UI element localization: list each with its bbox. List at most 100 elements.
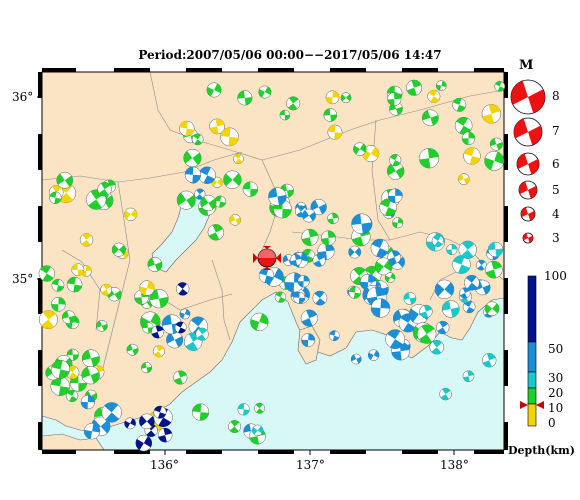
- focal-mechanism-110: [176, 190, 196, 210]
- focal-mechanism-103: [461, 131, 476, 146]
- focal-mechanism-99: [353, 142, 367, 156]
- focal-mechanism-102: [452, 97, 467, 112]
- depth-tick-50: 50: [548, 342, 564, 356]
- focal-mechanism-95: [406, 79, 423, 96]
- focal-mechanism-34: [139, 280, 155, 296]
- focal-mechanism-212: [254, 402, 266, 414]
- focal-mechanism-145: [258, 267, 275, 284]
- focal-mechanism-0: [96, 319, 108, 332]
- focal-mechanism-12: [147, 257, 163, 272]
- focal-mechanism-45: [66, 276, 83, 293]
- focal-mechanism-190: [484, 301, 500, 316]
- focal-mechanism-78: [229, 214, 242, 226]
- magnitude-label-5: 5: [552, 183, 560, 197]
- focal-mechanism-91: [340, 92, 352, 104]
- focal-mechanism-56: [124, 417, 136, 430]
- focal-mechanism-86: [389, 154, 402, 167]
- focal-mechanism-127: [274, 291, 287, 303]
- focal-mechanism-30: [49, 191, 62, 204]
- focal-mechanism-108: [198, 166, 216, 184]
- focal-mechanism-52: [83, 423, 101, 440]
- focal-mechanism-193: [459, 287, 471, 299]
- focal-mechanism-75: [220, 127, 239, 147]
- focal-mechanism-10: [126, 343, 139, 356]
- depth-tick-100: 100: [544, 269, 567, 283]
- magnitude-symbol-3: [522, 232, 534, 244]
- focal-mechanism-196: [387, 250, 402, 264]
- focal-mechanism-92: [435, 80, 447, 92]
- focal-mechanism-72: [179, 120, 195, 137]
- lon-label-138: 138°: [440, 458, 469, 472]
- focal-mechanism-168: [293, 291, 306, 304]
- depth-colorbar: [520, 275, 544, 427]
- focal-mechanism-149: [351, 213, 372, 234]
- focal-mechanism-114: [200, 194, 217, 212]
- focal-mechanism-106: [387, 92, 402, 107]
- focal-mechanism-60: [153, 405, 167, 419]
- map-title: Period:2007/05/06 00:00−−2017/05/06 14:4…: [138, 48, 442, 62]
- magnitude-label-3: 3: [552, 231, 560, 245]
- focal-mechanisms: [38, 79, 506, 452]
- focal-mechanism-192: [431, 234, 444, 247]
- focal-mechanism-175: [370, 298, 391, 318]
- focal-mechanism-208: [250, 312, 269, 332]
- focal-mechanism-87: [421, 109, 439, 127]
- focal-mechanism-62: [237, 90, 253, 106]
- depth-axis-label: Depth(km): [508, 444, 575, 457]
- focal-mechanism-156: [367, 349, 380, 361]
- focal-mechanism-209: [228, 420, 242, 433]
- focal-mechanism-213: [195, 327, 209, 341]
- focal-mechanism-194: [475, 259, 487, 271]
- focal-mechanism-224: [462, 370, 475, 383]
- focal-mechanism-225: [417, 324, 437, 344]
- focal-mechanism-220: [439, 387, 452, 401]
- focal-mechanism-210: [251, 424, 264, 437]
- lon-label-137: 137°: [296, 458, 325, 472]
- focal-mechanism-218: [179, 308, 191, 320]
- focal-mechanism-198: [441, 300, 460, 318]
- focal-mechanism-55: [135, 434, 153, 452]
- focal-mechanism-44: [142, 322, 154, 334]
- focal-mechanism-71: [258, 85, 272, 99]
- focal-mechanism-3: [66, 348, 79, 361]
- focal-mechanism-126: [301, 228, 319, 246]
- focal-mechanism-211: [237, 403, 250, 416]
- focal-mechanism-153: [302, 208, 316, 223]
- focal-mechanism-94: [427, 89, 441, 103]
- focal-mechanism-216: [151, 325, 165, 339]
- lat-label-35: 35°: [12, 272, 34, 286]
- magnitude-label-7: 7: [552, 124, 560, 138]
- focal-mechanism-113: [223, 170, 242, 189]
- focal-mechanism-32: [100, 283, 113, 296]
- focal-mechanism-20: [50, 376, 70, 396]
- focal-mechanism-201: [463, 274, 480, 291]
- focal-mechanism-17: [81, 349, 100, 368]
- focal-mechanism-83: [454, 116, 473, 135]
- magnitude-symbol-8: [510, 79, 546, 115]
- focal-mechanism-128: [310, 198, 327, 216]
- focal-mechanism-93: [494, 80, 506, 92]
- focal-mechanism-39: [152, 345, 165, 358]
- focal-mechanism-205: [173, 370, 188, 385]
- focal-mechanism-64: [242, 181, 259, 197]
- focal-mechanism-214: [166, 331, 184, 349]
- focal-mechanism-25: [79, 233, 94, 247]
- focal-mechanism-139: [312, 253, 326, 267]
- magnitude-legend: [510, 79, 546, 244]
- focal-mechanism-22: [66, 389, 79, 403]
- magnitude-symbol-5: [518, 180, 538, 200]
- focal-mechanism-200: [485, 260, 503, 279]
- focal-mechanism-98: [418, 148, 440, 169]
- focal-mechanism-38: [141, 362, 153, 374]
- focal-mechanism-51: [157, 427, 173, 443]
- focal-mechanism-221: [482, 353, 497, 368]
- focal-mechanism-199: [403, 292, 417, 305]
- focal-mechanism-101: [323, 108, 338, 122]
- focal-mechanism-104: [463, 147, 481, 165]
- focal-mechanism-48: [51, 359, 71, 379]
- focal-mechanism-73: [286, 96, 301, 111]
- focal-mechanism-147: [289, 254, 302, 267]
- focal-mechanism-142: [268, 187, 287, 206]
- focal-mechanism-150: [379, 198, 398, 217]
